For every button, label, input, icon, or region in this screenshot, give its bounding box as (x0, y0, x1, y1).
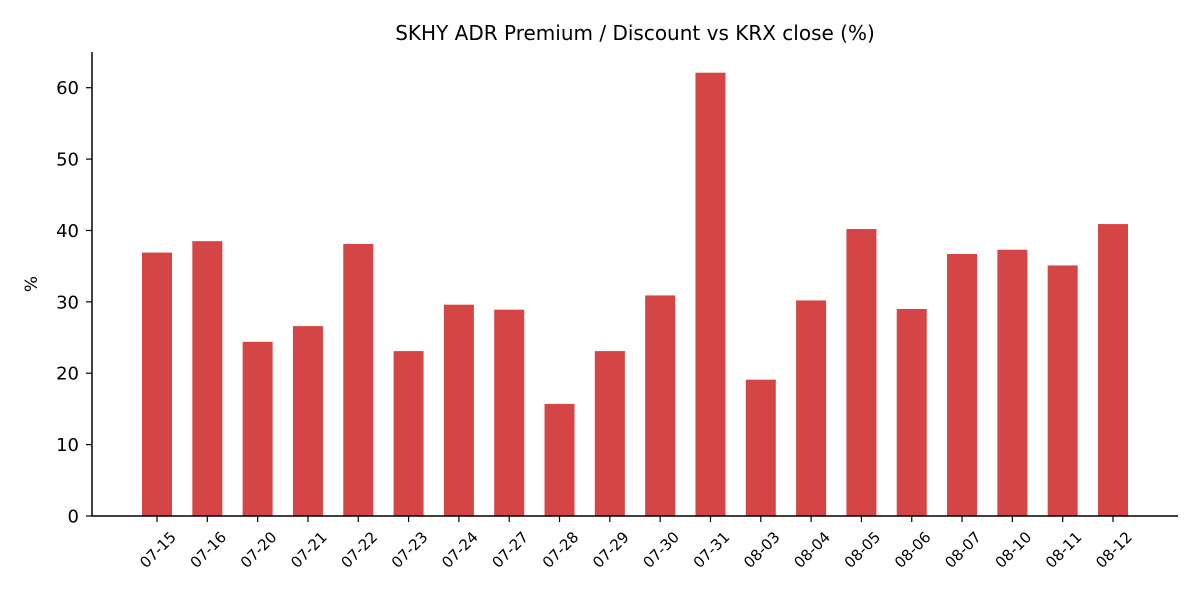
bar-07-28 (544, 403, 575, 516)
bar-08-04 (796, 300, 827, 516)
x-tick-label: 08-11 (1042, 528, 1086, 572)
x-tick-label: 07-29 (589, 528, 633, 572)
x-tick-label: 08-07 (941, 528, 985, 572)
bar-07-31 (695, 72, 726, 516)
x-tick-label: 07-31 (690, 528, 734, 572)
y-tick-label: 20 (56, 364, 79, 385)
bar-07-30 (645, 295, 676, 516)
x-tick-label: 07-15 (136, 528, 180, 572)
chart-title: SKHY ADR Premium / Discount vs KRX close… (395, 21, 875, 45)
x-tick-label: 07-24 (438, 528, 482, 572)
bar-08-11 (1047, 265, 1078, 516)
x-tick-label: 07-30 (639, 528, 683, 572)
bar-07-24 (443, 304, 474, 516)
bar-08-10 (997, 249, 1028, 517)
bar-07-27 (494, 309, 525, 516)
x-tick-label: 08-03 (740, 528, 784, 572)
bar-07-16 (192, 241, 223, 517)
y-tick-label: 30 (56, 292, 79, 313)
y-tick-label: 0 (68, 507, 79, 528)
y-axis-label: % (22, 276, 42, 292)
bar-07-22 (343, 244, 374, 516)
bar-07-21 (292, 326, 323, 516)
y-tick-label: 60 (56, 78, 79, 99)
y-tick-label: 50 (56, 150, 79, 171)
x-tick-label: 07-16 (187, 528, 231, 572)
x-tick-label: 08-10 (992, 528, 1036, 572)
bar-07-23 (393, 351, 424, 516)
x-tick-label: 08-05 (841, 528, 885, 572)
bar-08-03 (745, 379, 776, 516)
bar-07-15 (142, 252, 172, 516)
x-tick-label: 08-06 (891, 528, 935, 572)
x-tick-label: 08-12 (1092, 528, 1136, 572)
y-tick-label: 10 (56, 435, 79, 456)
bar-08-06 (896, 308, 927, 516)
y-tick-label: 40 (56, 221, 79, 242)
x-tick-label: 08-04 (790, 528, 834, 572)
x-tick-label: 07-22 (338, 528, 382, 572)
bar-08-05 (846, 229, 877, 516)
bar-07-20 (242, 341, 273, 516)
x-tick-label: 07-20 (237, 528, 281, 572)
bar-08-12 (1098, 224, 1128, 517)
x-tick-label: 07-28 (539, 528, 583, 572)
x-tick-label: 07-21 (287, 528, 331, 572)
x-tick-label: 07-23 (388, 528, 432, 572)
x-tick-label: 07-27 (488, 528, 532, 572)
bar-08-07 (947, 254, 978, 516)
bar-07-29 (594, 351, 625, 516)
